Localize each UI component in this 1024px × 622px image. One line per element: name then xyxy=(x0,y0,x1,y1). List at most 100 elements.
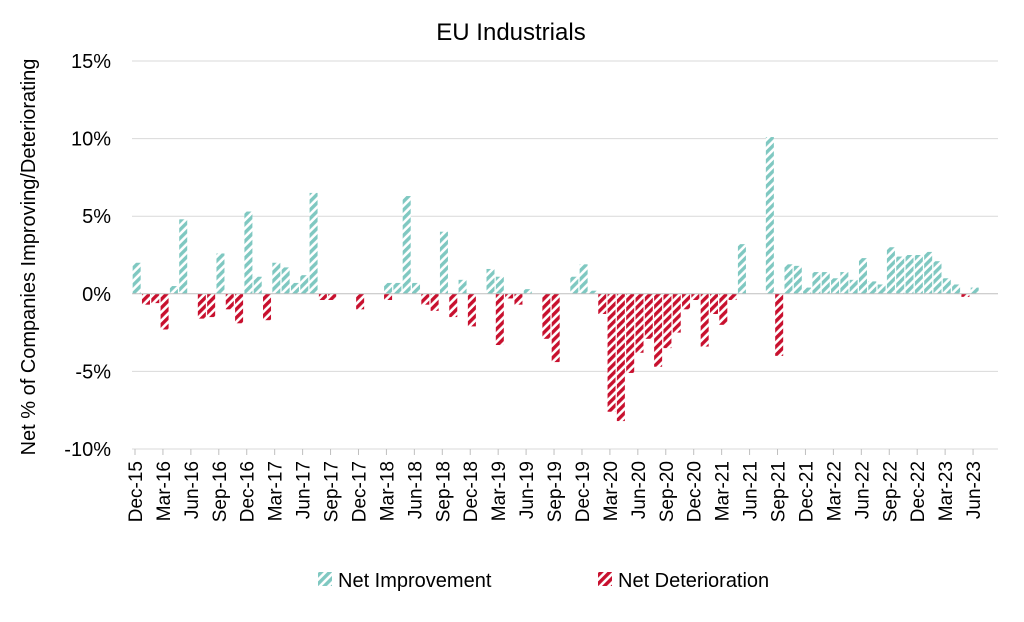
bar-net-deterioration xyxy=(197,293,206,319)
bar-net-improvement xyxy=(868,281,877,294)
x-tick-label: Dec-19 xyxy=(573,461,594,522)
x-tick-label: Mar-18 xyxy=(377,461,398,521)
bar-net-improvement xyxy=(765,137,774,294)
bar-net-improvement xyxy=(588,290,597,294)
x-tick-label: Sep-18 xyxy=(433,461,454,522)
y-tick-label: 0% xyxy=(82,284,111,306)
y-tick-label: 15% xyxy=(71,51,111,73)
bar-net-improvement xyxy=(803,287,812,294)
bar-net-improvement xyxy=(933,261,942,294)
x-tick-label: Mar-21 xyxy=(713,461,734,521)
bar-net-improvement xyxy=(570,276,579,294)
series-net-deterioration xyxy=(141,293,970,422)
x-tick-label: Jun-17 xyxy=(294,461,315,519)
x-tick-label: Dec-15 xyxy=(126,461,147,522)
legend-label-net-improvement: Net Improvement xyxy=(338,570,492,592)
y-axis-label: Net % of Companies Improving/Deteriorati… xyxy=(18,59,40,456)
y-tick-labels: -10% -5% 0% 5% 10% 15% xyxy=(64,51,111,461)
bar-net-improvement xyxy=(905,255,914,294)
bar-net-improvement xyxy=(216,253,225,294)
bar-net-deterioration xyxy=(263,293,272,321)
legend: Net Improvement Net Deterioration xyxy=(318,570,769,592)
legend-swatch-net-improvement xyxy=(318,572,332,586)
bar-net-improvement xyxy=(272,262,281,294)
x-tick-label: Mar-16 xyxy=(154,461,175,521)
bar-net-deterioration xyxy=(514,293,523,305)
x-tick-label: Mar-17 xyxy=(266,461,287,521)
x-tick-label: Mar-19 xyxy=(489,461,510,521)
bar-net-improvement xyxy=(896,256,905,294)
bar-net-deterioration xyxy=(421,293,430,305)
bar-net-improvement xyxy=(914,255,923,294)
bar-net-improvement xyxy=(486,268,495,294)
x-tick-label: Dec-16 xyxy=(238,461,259,522)
x-tick-label: Sep-22 xyxy=(880,461,901,522)
bar-net-improvement xyxy=(169,286,178,294)
bar-net-deterioration xyxy=(551,293,560,363)
bar-net-improvement xyxy=(821,272,830,294)
bar-net-deterioration xyxy=(467,293,476,327)
x-tick-label: Jun-21 xyxy=(741,461,762,519)
bar-net-improvement xyxy=(886,247,895,294)
x-tick-label: Sep-20 xyxy=(657,461,678,522)
y-tick-label: -10% xyxy=(64,439,111,461)
series-net-improvement xyxy=(132,137,979,294)
y-tick-label: 10% xyxy=(71,129,111,151)
legend-swatch-net-deterioration xyxy=(598,572,612,586)
bar-net-deterioration xyxy=(719,293,728,325)
bar-net-improvement xyxy=(784,264,793,294)
bar-net-improvement xyxy=(831,278,840,294)
bar-net-deterioration xyxy=(961,293,970,297)
bar-net-improvement xyxy=(253,276,262,294)
bar-net-improvement xyxy=(300,275,309,294)
bar-net-deterioration xyxy=(709,293,718,314)
legend-label-net-deterioration: Net Deterioration xyxy=(618,570,769,592)
bar-net-improvement xyxy=(858,258,867,294)
bar-net-deterioration xyxy=(160,293,169,330)
bar-net-deterioration xyxy=(700,293,709,347)
x-tick-label: Dec-20 xyxy=(685,461,706,522)
bar-net-improvement xyxy=(812,272,821,294)
x-tick-label: Jun-22 xyxy=(852,461,873,519)
bar-net-improvement xyxy=(309,192,318,294)
bar-net-improvement xyxy=(384,282,393,294)
bar-net-improvement xyxy=(942,278,951,294)
bar-net-deterioration xyxy=(607,293,616,412)
y-tick-label: 5% xyxy=(82,206,111,228)
bar-net-improvement xyxy=(495,276,504,294)
bar-net-deterioration xyxy=(626,293,635,373)
bar-net-deterioration xyxy=(318,293,327,301)
bar-net-deterioration xyxy=(775,293,784,356)
bar-net-deterioration xyxy=(384,293,393,301)
bar-net-improvement xyxy=(439,231,448,294)
bar-net-deterioration xyxy=(616,293,625,422)
chart-title: EU Industrials xyxy=(436,19,585,46)
bar-net-improvement xyxy=(290,282,299,294)
bar-net-deterioration xyxy=(141,293,150,305)
bar-net-improvement xyxy=(402,196,411,294)
bar-net-deterioration xyxy=(672,293,681,333)
bar-net-improvement xyxy=(412,282,421,294)
x-tick-label: Jun-23 xyxy=(964,461,985,519)
x-tick-label: Sep-19 xyxy=(545,461,566,522)
bar-net-deterioration xyxy=(635,293,644,353)
bar-net-deterioration xyxy=(430,293,439,311)
bar-net-deterioration xyxy=(356,293,365,310)
bar-net-improvement xyxy=(952,284,961,294)
x-tick-label: Dec-22 xyxy=(908,461,929,522)
x-tick-label: Jun-19 xyxy=(517,461,538,519)
bar-net-improvement xyxy=(840,272,849,294)
bar-net-deterioration xyxy=(495,293,504,346)
bar-net-improvement xyxy=(849,279,858,294)
bar-net-improvement xyxy=(393,282,402,294)
bar-net-improvement xyxy=(924,251,933,294)
bar-net-deterioration xyxy=(728,293,737,301)
bar-net-improvement xyxy=(523,289,532,294)
x-tick-label: Dec-18 xyxy=(461,461,482,522)
bar-net-improvement xyxy=(132,262,141,294)
bar-net-improvement xyxy=(737,244,746,294)
bar-net-deterioration xyxy=(682,293,691,310)
x-tick-label: Sep-16 xyxy=(210,461,231,522)
x-tick-label: Jun-16 xyxy=(182,461,203,519)
